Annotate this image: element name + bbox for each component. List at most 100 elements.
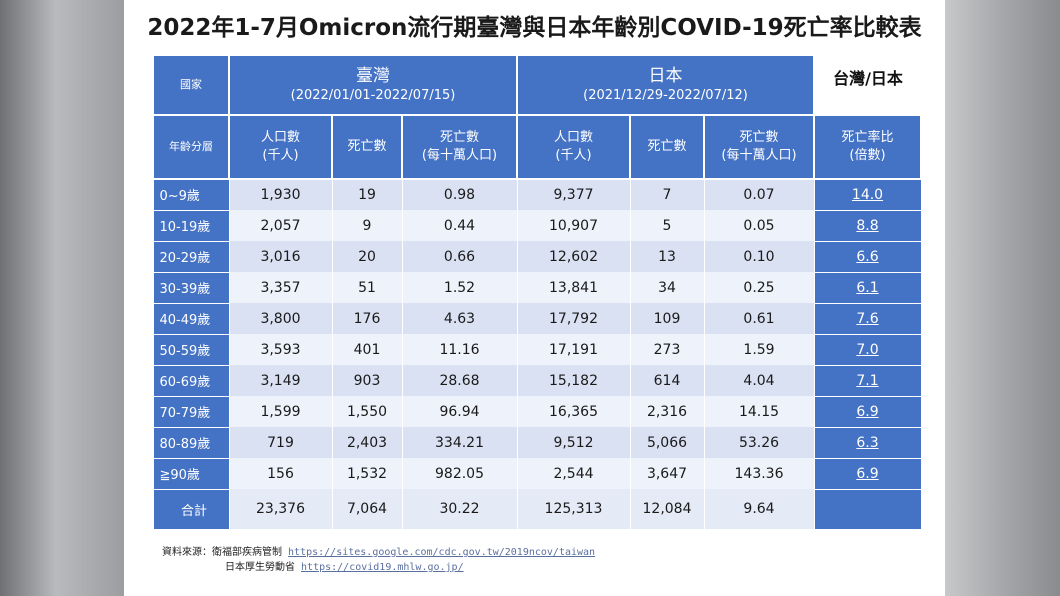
header-tw-rate: 死亡數 (每十萬人口)	[401, 114, 518, 180]
tw-deaths: 51	[332, 272, 403, 303]
age-group: 0~9歲	[152, 178, 230, 211]
mortality-ratio: 8.8	[813, 209, 922, 242]
jp-population: 9,377	[517, 179, 631, 210]
tw-population: 156	[229, 458, 333, 489]
tw-deaths-total: 7,064	[332, 489, 403, 529]
tw-rate: 0.98	[402, 179, 518, 210]
jp-deaths: 614	[630, 365, 705, 396]
age-group: 20-29歲	[152, 240, 230, 273]
jp-deaths: 109	[630, 303, 705, 334]
tw-population: 3,593	[229, 334, 333, 365]
jp-population: 15,182	[517, 365, 631, 396]
tw-rate: 96.94	[402, 396, 518, 427]
table-row: 50-59歲 3,593 401 11.16 17,191 273 1.59 7…	[152, 333, 922, 366]
japan-name: 日本	[648, 66, 683, 86]
tw-population-label: 人口數	[260, 130, 300, 145]
tw-population-total: 23,376	[229, 489, 333, 529]
table-row: 10-19歲 2,057 9 0.44 10,907 5 0.05 8.8	[152, 209, 922, 242]
mortality-ratio: 6.6	[813, 240, 922, 273]
header-jp-deaths: 死亡數	[629, 114, 705, 180]
jp-population: 12,602	[517, 241, 631, 272]
tw-rate: 4.63	[402, 303, 518, 334]
tw-population: 1,930	[229, 179, 333, 210]
tw-rate: 982.05	[402, 458, 518, 489]
header-jp-population: 人口數 (千人)	[516, 114, 631, 180]
tw-deaths: 2,403	[332, 427, 403, 458]
jp-deaths: 13	[630, 241, 705, 272]
age-group: 50-59歲	[152, 333, 230, 366]
jp-deaths: 2,316	[630, 396, 705, 427]
jp-deaths: 5	[630, 210, 705, 241]
tw-rate: 1.52	[402, 272, 518, 303]
mortality-ratio-total	[813, 488, 922, 530]
tw-population-unit: (千人)	[262, 148, 299, 163]
table-row: 60-69歲 3,149 903 28.68 15,182 614 4.04 7…	[152, 364, 922, 397]
jp-rate: 0.05	[704, 210, 815, 241]
table-row: 30-39歲 3,357 51 1.52 13,841 34 0.25 6.1	[152, 271, 922, 304]
mortality-table: 國家 臺灣 (2022/01/01-2022/07/15) 日本 (2021/1…	[152, 54, 922, 530]
tw-population: 3,357	[229, 272, 333, 303]
jp-rate: 0.10	[704, 241, 815, 272]
jp-population: 2,544	[517, 458, 631, 489]
tw-rate: 0.66	[402, 241, 518, 272]
tw-rate: 11.16	[402, 334, 518, 365]
jp-population-unit: (千人)	[555, 148, 592, 163]
jp-population: 16,365	[517, 396, 631, 427]
header-ratio: 死亡率比 (倍數)	[813, 114, 922, 180]
japan-date-range: (2021/12/29-2022/07/12)	[583, 88, 748, 103]
total-row: 合計 23,376 7,064 30.22 125,313 12,084 9.6…	[152, 488, 922, 530]
table-row: 70-79歲 1,599 1,550 96.94 16,365 2,316 14…	[152, 395, 922, 428]
page-title: 2022年1-7月Omicron流行期臺灣與日本年齡別COVID-19死亡率比較…	[147, 15, 922, 41]
document-sheet: 2022年1-7月Omicron流行期臺灣與日本年齡別COVID-19死亡率比較…	[124, 0, 945, 596]
header-jp-rate: 死亡數 (每十萬人口)	[703, 114, 815, 180]
tw-rate-label: 死亡數	[439, 130, 479, 145]
header-country-label: 國家	[152, 54, 230, 116]
jp-deaths: 3,647	[630, 458, 705, 489]
jp-rate: 53.26	[704, 427, 815, 458]
age-group: 70-79歲	[152, 395, 230, 428]
taiwan-cdc-link[interactable]: https://sites.google.com/cdc.gov.tw/2019…	[288, 547, 596, 558]
age-group: 10-19歲	[152, 209, 230, 242]
tw-rate: 28.68	[402, 365, 518, 396]
mortality-ratio: 6.3	[813, 426, 922, 459]
mortality-ratio: 14.0	[813, 178, 922, 211]
jp-population-total: 125,313	[517, 489, 631, 529]
table-row: ≧90歲 156 1,532 982.05 2,544 3,647 143.36…	[152, 457, 922, 490]
tw-population: 2,057	[229, 210, 333, 241]
jp-deaths: 273	[630, 334, 705, 365]
header-tw-population: 人口數 (千人)	[228, 114, 333, 180]
background-blur-left	[0, 0, 124, 596]
tw-rate: 0.44	[402, 210, 518, 241]
header-tw-deaths: 死亡數	[331, 114, 403, 180]
ratio-unit: (倍數)	[849, 148, 886, 163]
mortality-ratio: 6.9	[813, 457, 922, 490]
header-age-label: 年齡分層	[152, 114, 230, 180]
age-group: 40-49歲	[152, 302, 230, 335]
tw-deaths: 1,532	[332, 458, 403, 489]
tw-deaths: 176	[332, 303, 403, 334]
tw-rate: 334.21	[402, 427, 518, 458]
jp-rate: 0.07	[704, 179, 815, 210]
mortality-ratio: 7.1	[813, 364, 922, 397]
mortality-ratio: 6.1	[813, 271, 922, 304]
age-group: 30-39歲	[152, 271, 230, 304]
tw-population: 3,800	[229, 303, 333, 334]
jp-rate: 143.36	[704, 458, 815, 489]
tw-population: 719	[229, 427, 333, 458]
jp-population: 17,792	[517, 303, 631, 334]
table-row: 0~9歲 1,930 19 0.98 9,377 7 0.07 14.0	[152, 178, 922, 211]
tw-deaths: 20	[332, 241, 403, 272]
total-label: 合計	[152, 488, 230, 530]
tw-population: 3,149	[229, 365, 333, 396]
jp-population: 9,512	[517, 427, 631, 458]
tw-deaths: 1,550	[332, 396, 403, 427]
japan-mhlw-link[interactable]: https://covid19.mhlw.go.jp/	[301, 562, 464, 573]
jp-rate: 4.04	[704, 365, 815, 396]
jp-rate-label: 死亡數	[739, 130, 779, 145]
jp-population-label: 人口數	[553, 130, 593, 145]
jp-population: 13,841	[517, 272, 631, 303]
tw-deaths: 401	[332, 334, 403, 365]
jp-deaths: 5,066	[630, 427, 705, 458]
mortality-ratio: 6.9	[813, 395, 922, 428]
jp-population: 10,907	[517, 210, 631, 241]
